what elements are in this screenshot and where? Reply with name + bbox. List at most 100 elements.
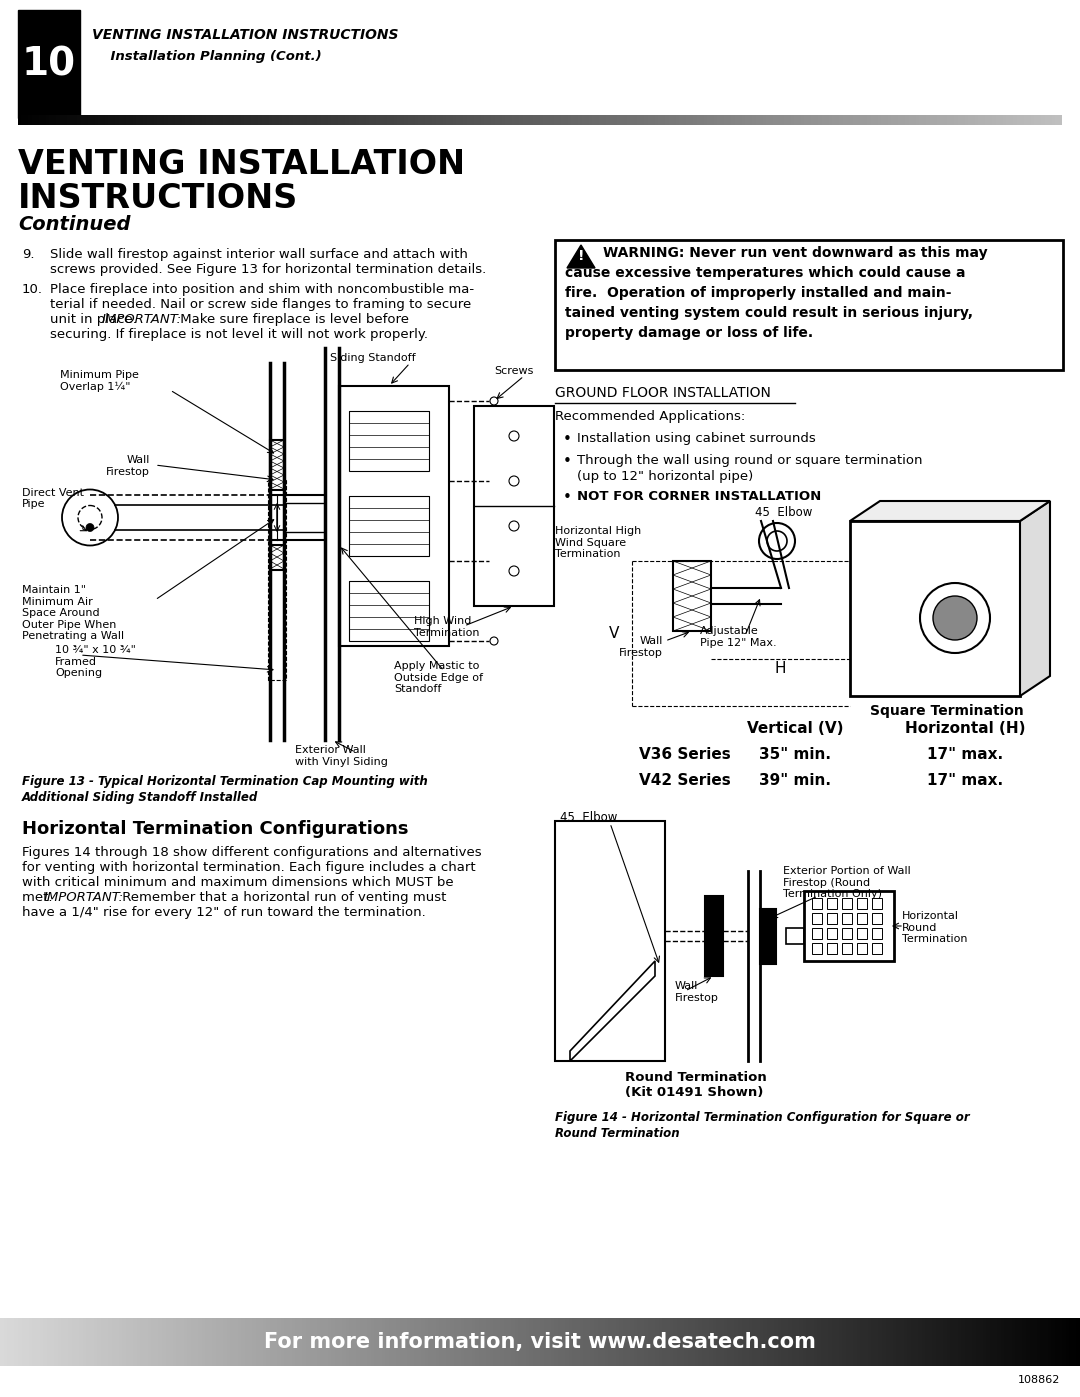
Circle shape [490,476,498,485]
Bar [112,115,116,124]
Bar [213,1317,216,1366]
Bar [842,115,847,124]
Text: unit in place.: unit in place. [50,313,141,326]
Bar [902,115,905,124]
Bar [565,1317,569,1366]
Bar [54,1317,57,1366]
Bar [662,115,665,124]
Bar [59,115,64,124]
Bar [578,115,582,124]
Bar [551,1317,554,1366]
Text: Adjustable
Pipe 12" Max.: Adjustable Pipe 12" Max. [700,626,777,648]
Bar [43,1317,46,1366]
Bar [907,1317,910,1366]
Bar [159,1317,162,1366]
Bar [985,115,989,124]
Bar [338,1317,342,1366]
Bar [760,909,777,964]
Bar [864,1317,867,1366]
Bar [919,115,922,124]
Bar [1018,1317,1023,1366]
Bar [18,10,80,117]
Bar [654,115,659,124]
Bar [1072,1317,1077,1366]
Bar [1058,1317,1062,1366]
Bar [364,1317,367,1366]
Bar [1066,1317,1069,1366]
Bar [327,115,332,124]
Bar [954,1317,958,1366]
Bar [964,115,968,124]
Bar [380,115,383,124]
Bar [45,115,50,124]
Text: Vertical (V): Vertical (V) [746,721,843,736]
Bar [819,115,822,124]
Bar [713,1317,716,1366]
Bar [227,1317,230,1366]
Bar [634,1317,637,1366]
Bar [846,1317,850,1366]
Bar [327,1317,332,1366]
Bar [57,1317,62,1366]
Text: Horizontal
Round
Termination: Horizontal Round Termination [902,911,968,944]
Bar [313,1317,316,1366]
Bar [199,115,202,124]
Bar [461,1317,464,1366]
Bar [518,1317,522,1366]
Bar [688,1317,691,1366]
Bar [359,115,363,124]
Bar [770,115,773,124]
Bar [3,1317,8,1366]
Bar [119,115,122,124]
Bar [1007,115,1010,124]
Bar [558,1317,562,1366]
Bar [827,898,837,909]
Bar [213,115,216,124]
Text: IMPORTANT:: IMPORTANT: [102,313,183,326]
Bar [940,1317,943,1366]
Bar [126,115,130,124]
Bar [407,1317,410,1366]
Bar [1010,115,1013,124]
Bar [198,1317,202,1366]
Bar [122,1317,126,1366]
Circle shape [490,637,498,645]
Text: 108862: 108862 [1017,1375,1059,1384]
Bar [500,1317,504,1366]
Bar [872,943,882,954]
Text: cause excessive temperatures which could cause a: cause excessive temperatures which could… [565,265,966,279]
Bar [989,115,993,124]
Bar [828,1317,832,1366]
Circle shape [62,489,118,545]
Bar [856,115,860,124]
Bar [137,1317,140,1366]
Bar [522,1317,526,1366]
Bar [464,1317,468,1366]
Bar [753,1317,756,1366]
Polygon shape [850,502,1050,521]
Bar [435,1317,440,1366]
Bar [999,115,1003,124]
Bar [491,115,495,124]
Bar [697,115,700,124]
Bar [1004,1317,1008,1366]
Bar [617,115,620,124]
Bar [295,1317,299,1366]
Bar [353,1317,356,1366]
Bar [270,440,284,490]
Bar [321,1317,324,1366]
Bar [339,386,449,645]
Bar [673,1317,677,1366]
Bar [853,115,856,124]
Bar [1037,1317,1040,1366]
Bar [335,1317,338,1366]
Bar [457,1317,461,1366]
Bar [64,115,67,124]
Bar [910,1317,915,1366]
Bar [705,1317,710,1366]
Bar [812,943,822,954]
Bar [961,1317,964,1366]
Bar [648,1317,651,1366]
Bar [224,115,227,124]
Bar [762,115,766,124]
